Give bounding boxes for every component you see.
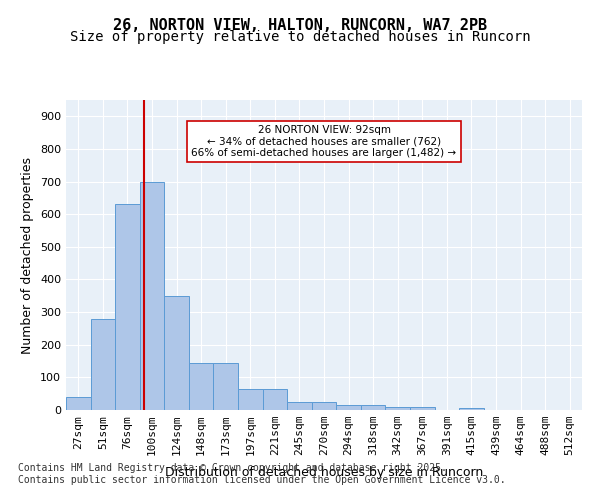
Bar [91, 318, 115, 410]
Bar [287, 402, 312, 410]
Bar [189, 362, 214, 410]
Y-axis label: Number of detached properties: Number of detached properties [22, 156, 34, 354]
Text: 26, NORTON VIEW, HALTON, RUNCORN, WA7 2PB: 26, NORTON VIEW, HALTON, RUNCORN, WA7 2P… [113, 18, 487, 32]
Bar [410, 406, 434, 410]
Bar [115, 204, 140, 410]
Bar [336, 405, 361, 410]
Bar [214, 362, 238, 410]
Bar [140, 182, 164, 410]
Text: Size of property relative to detached houses in Runcorn: Size of property relative to detached ho… [70, 30, 530, 44]
X-axis label: Distribution of detached houses by size in Runcorn: Distribution of detached houses by size … [165, 466, 483, 479]
Bar [385, 406, 410, 410]
Bar [66, 397, 91, 410]
Text: Contains HM Land Registry data © Crown copyright and database right 2025.
Contai: Contains HM Land Registry data © Crown c… [18, 464, 506, 485]
Text: 26 NORTON VIEW: 92sqm
← 34% of detached houses are smaller (762)
66% of semi-det: 26 NORTON VIEW: 92sqm ← 34% of detached … [191, 125, 457, 158]
Bar [263, 389, 287, 410]
Bar [361, 405, 385, 410]
Bar [164, 296, 189, 410]
Bar [459, 408, 484, 410]
Bar [312, 402, 336, 410]
Bar [238, 389, 263, 410]
